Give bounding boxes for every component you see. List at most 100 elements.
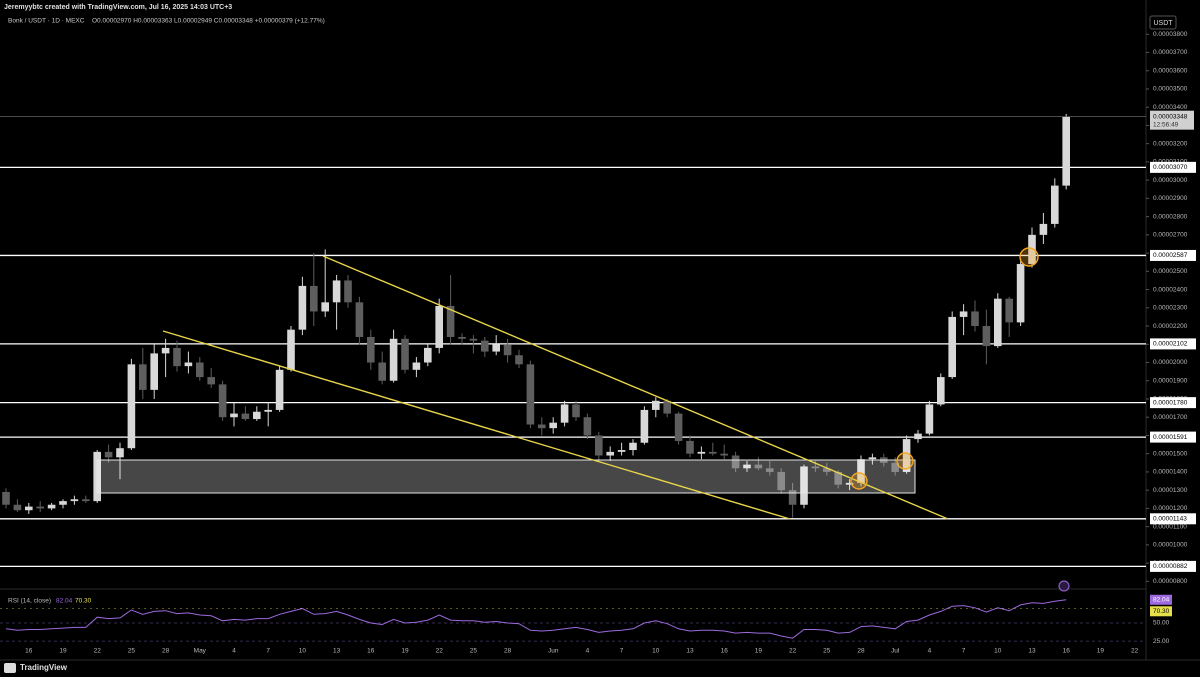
candle-body [2, 491, 10, 505]
y-tick-label: 0.00003800 [1153, 31, 1188, 38]
candle-body [492, 344, 500, 352]
x-tick-label: 4 [232, 648, 236, 655]
highlight-circle [1019, 247, 1039, 267]
candle-body [731, 455, 740, 469]
candle-body [526, 364, 535, 425]
candle-body [446, 305, 455, 337]
rsi-axis-value: 82.04 [1153, 596, 1170, 603]
x-tick-label: 4 [928, 648, 932, 655]
candle-body [344, 280, 352, 303]
candle-body [332, 280, 341, 303]
alert-icon[interactable] [1058, 580, 1070, 592]
candle-body [47, 504, 56, 509]
candle-body [720, 453, 728, 456]
x-tick-label: 16 [721, 648, 729, 655]
candle-body [572, 404, 580, 418]
level-label-box [1150, 338, 1196, 350]
candle-body [617, 450, 626, 452]
candle-body [389, 338, 398, 381]
candle-body [766, 468, 774, 472]
y-tick-label: 0.00003000 [1153, 177, 1188, 184]
candle-body [663, 400, 671, 414]
x-tick-label: 7 [620, 648, 624, 655]
candle-body [697, 451, 706, 454]
y-tick-label: 0.00001300 [1153, 487, 1188, 494]
candle-body [139, 364, 147, 390]
candle-body [891, 462, 899, 472]
last-price-label: 0.00003348 [1153, 113, 1188, 120]
x-tick-label: 16 [1063, 648, 1071, 655]
x-tick-label: 28 [857, 648, 865, 655]
candle-body [754, 464, 763, 469]
level-label-box [1150, 431, 1196, 443]
overlay: 0.00003070 0.00002587 0.00002102 0.00001780… [1150, 110, 1196, 617]
candle-body [355, 302, 364, 337]
candle-body [686, 440, 694, 454]
y-tick-label: 0.00001000 [1153, 542, 1188, 549]
x-tick-label: 10 [652, 648, 660, 655]
y-tick-label: 0.00001500 [1153, 450, 1188, 457]
rsi-ma-box [1150, 606, 1172, 617]
candle-body [401, 338, 409, 370]
y-tick-label: 0.00002000 [1153, 359, 1188, 366]
currency[interactable]: USDT [1153, 20, 1173, 27]
candle-body [549, 422, 557, 429]
candle-body [196, 362, 204, 378]
y-tick-label: 0.00002900 [1153, 195, 1188, 202]
candle-body [298, 285, 307, 330]
y-tick-label: 0.00002300 [1153, 305, 1188, 312]
candle-body [310, 285, 318, 312]
candle-body [503, 344, 512, 356]
y-tick-label: 0.00001200 [1153, 505, 1188, 512]
level-label-box [1150, 161, 1196, 173]
candle-body [538, 424, 546, 429]
candle-body [150, 353, 158, 390]
candle-body [914, 433, 922, 440]
candle-body [583, 417, 592, 436]
candle-body [788, 490, 797, 505]
candle-body [458, 336, 466, 339]
x-tick-label: 16 [25, 648, 33, 655]
candle-body [207, 377, 215, 385]
y-tick-label: 0.00003600 [1153, 67, 1188, 74]
candle-body [982, 326, 991, 347]
candle-body [218, 384, 227, 418]
level-label: 0.00002102 [1153, 341, 1188, 348]
x-tick-label: 19 [59, 648, 67, 655]
candle-body [412, 362, 421, 370]
rsi-tick-label: 25.00 [1153, 638, 1170, 645]
range-box [96, 459, 916, 494]
currency-box[interactable] [1149, 15, 1177, 30]
rsi-value: 82.04 [56, 598, 73, 605]
y-tick-label: 0.00000800 [1153, 578, 1188, 585]
candle-body [640, 409, 649, 443]
candle-body [424, 347, 432, 363]
candle-body [1051, 185, 1059, 224]
x-tick-label: May [194, 648, 207, 655]
level-label: 0.00001143 [1153, 516, 1187, 523]
candle-body [70, 499, 79, 502]
candle-body [469, 338, 478, 341]
candle-body [674, 413, 683, 441]
candle-body [321, 302, 329, 312]
y-tick-label: 0.00002200 [1153, 323, 1188, 330]
y-tick-label: 0.00001100 [1153, 523, 1187, 530]
highlight-circle [850, 472, 868, 490]
level-label-box [1150, 249, 1196, 261]
x-tick-label: Jun [548, 648, 559, 655]
symbol: Bonk / USDT · 1D · MEXC [8, 18, 85, 25]
trend-line [162, 330, 791, 520]
y-tick-label: 0.00001700 [1153, 414, 1188, 421]
candle-body [1028, 234, 1036, 265]
x-tick-label: 7 [266, 648, 270, 655]
level-label: 0.00001591 [1153, 434, 1188, 441]
highlight-circle [896, 452, 914, 470]
rsi-value-box [1150, 594, 1172, 605]
x-tick-label: 22 [789, 648, 797, 655]
candle-body [629, 442, 637, 451]
level-label: 0.00003070 [1153, 164, 1188, 171]
x-tick-label: 22 [94, 648, 102, 655]
candle-body [994, 298, 1002, 347]
candle-body [275, 369, 284, 410]
